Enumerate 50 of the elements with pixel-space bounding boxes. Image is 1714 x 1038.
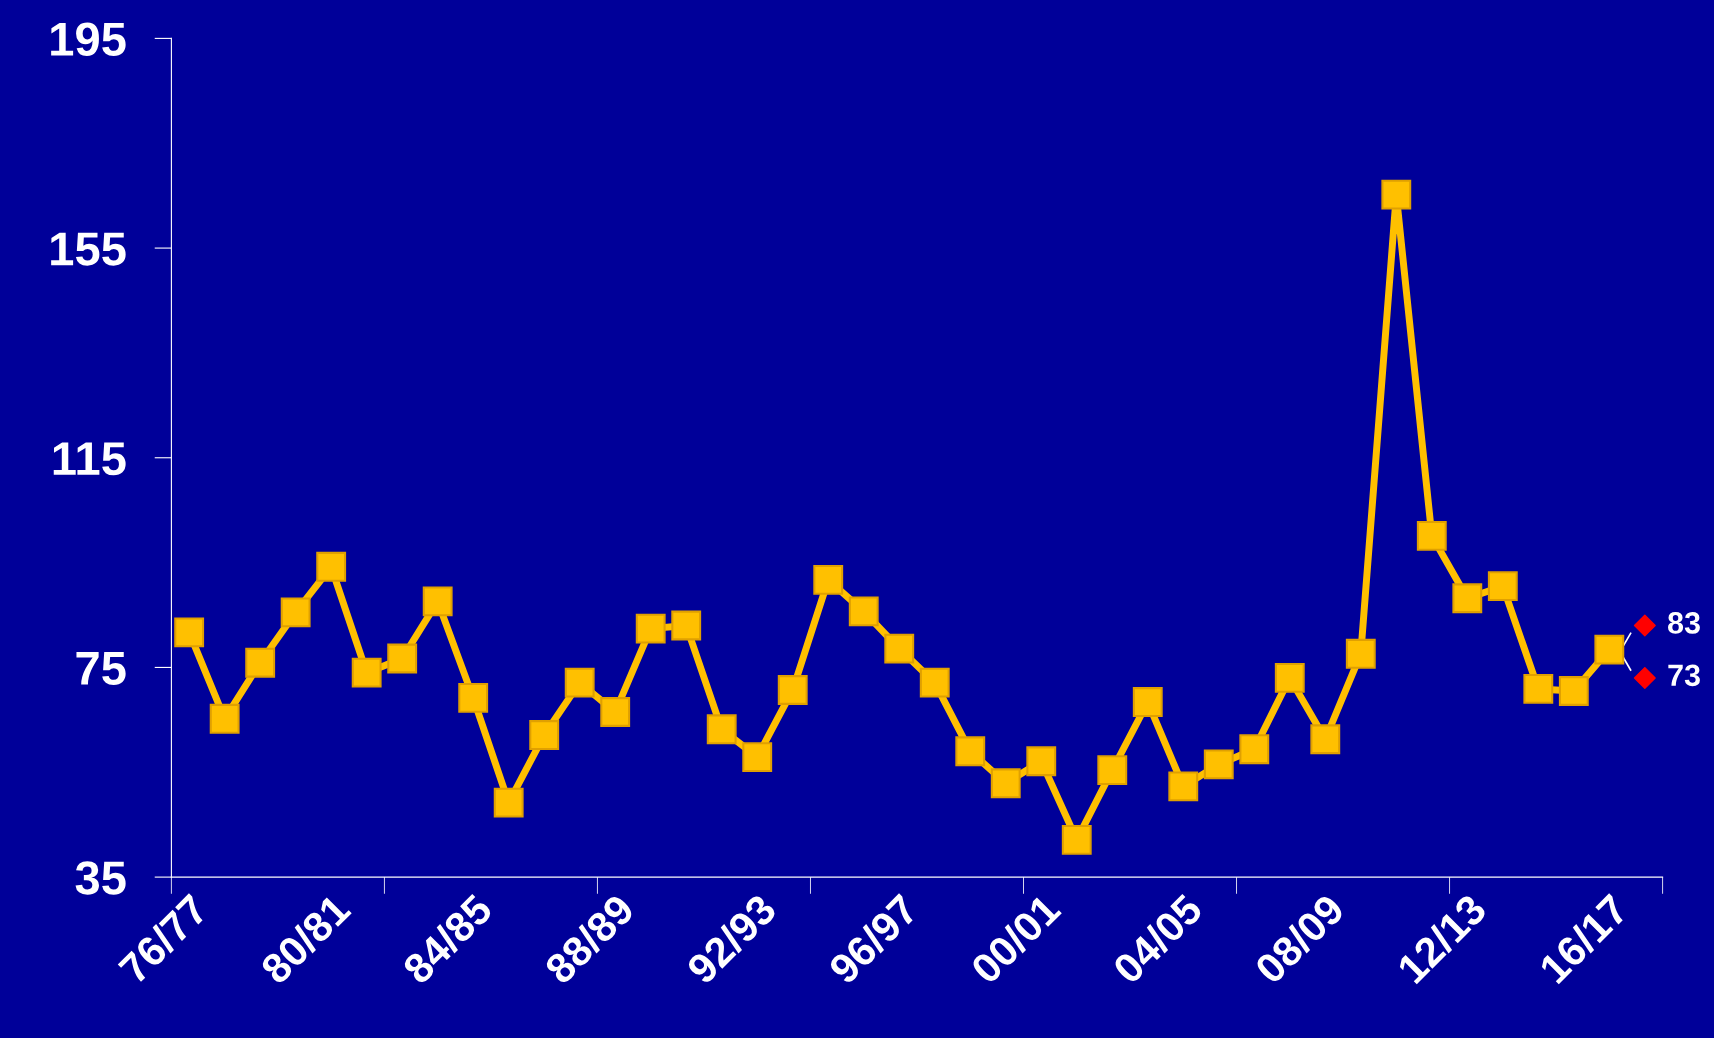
point	[1168, 771, 1199, 802]
point	[422, 586, 453, 617]
point	[1381, 179, 1412, 210]
point	[635, 613, 666, 644]
point	[493, 787, 524, 818]
point	[458, 682, 489, 713]
point	[706, 714, 737, 745]
point	[1633, 666, 1656, 689]
point	[1523, 674, 1554, 704]
point	[1026, 746, 1057, 777]
point	[1274, 662, 1305, 693]
point	[1239, 734, 1270, 765]
y-tick-label: 115	[53, 442, 126, 476]
point	[1310, 724, 1341, 755]
point	[884, 633, 915, 664]
point	[1416, 520, 1447, 551]
point	[1203, 749, 1234, 780]
point	[280, 597, 311, 628]
y-tick-label: 155	[51, 232, 126, 266]
point	[600, 697, 631, 727]
point	[813, 564, 844, 595]
point	[1558, 676, 1589, 706]
point	[1487, 571, 1518, 602]
point	[387, 643, 418, 674]
point	[1345, 638, 1376, 669]
point	[1594, 634, 1625, 665]
point	[316, 551, 347, 582]
point	[209, 703, 240, 734]
point	[245, 647, 276, 678]
y-tick-label: 75	[76, 652, 126, 686]
y-tick-label: 35	[75, 861, 126, 895]
point	[742, 742, 773, 772]
point	[955, 736, 986, 767]
data-label: 83	[1668, 612, 1700, 634]
point	[777, 675, 808, 705]
point	[564, 667, 595, 698]
point	[351, 657, 382, 688]
y-tick-label: 195	[51, 22, 126, 56]
point	[1097, 755, 1128, 786]
point	[1452, 583, 1483, 614]
data-label: 73	[1668, 664, 1700, 687]
point	[174, 617, 205, 648]
point	[919, 667, 950, 698]
point	[990, 768, 1021, 799]
point	[848, 596, 879, 627]
point	[1061, 824, 1092, 855]
point	[529, 720, 560, 750]
point	[1132, 687, 1163, 717]
point	[671, 610, 702, 641]
point	[1633, 614, 1656, 637]
